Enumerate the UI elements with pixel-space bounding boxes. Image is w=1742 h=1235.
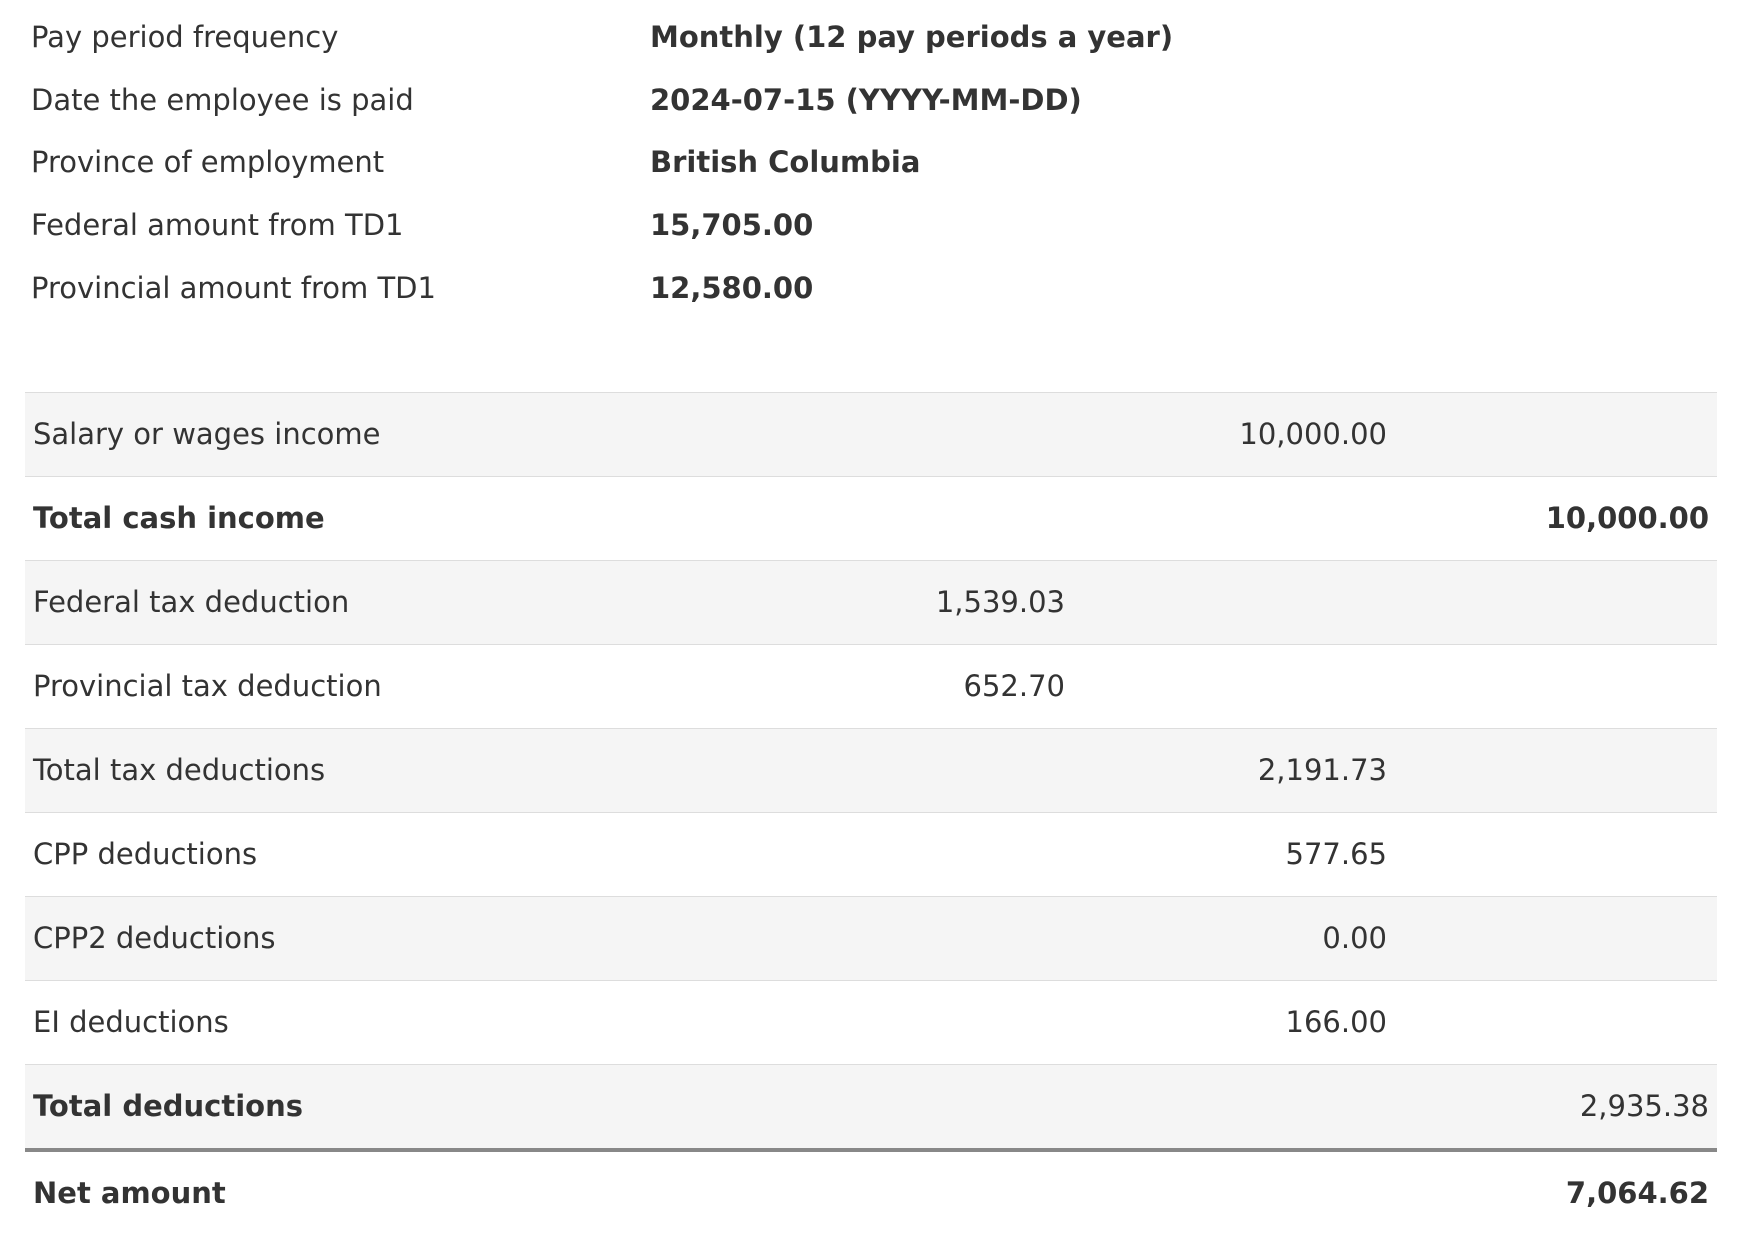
row-total-value	[1395, 643, 1717, 729]
row-itemized-value	[751, 727, 1073, 813]
info-row-province: Province of employment British Columbia	[31, 131, 1742, 194]
row-total-value	[1395, 559, 1717, 645]
row-federal-tax-deduction: Federal tax deduction 1,539.03	[25, 559, 1717, 645]
row-provincial-tax-deduction: Provincial tax deduction 652.70	[25, 643, 1717, 729]
info-value: Monthly (12 pay periods a year)	[650, 20, 1174, 54]
row-subtotal-value: 10,000.00	[1073, 391, 1395, 477]
row-subtotal-value: 166.00	[1073, 979, 1395, 1065]
row-label: Total tax deductions	[25, 727, 751, 813]
info-row-pay-period-frequency: Pay period frequency Monthly (12 pay per…	[31, 6, 1742, 69]
info-label: Date the employee is paid	[31, 82, 414, 117]
info-label: Federal amount from TD1	[31, 208, 404, 243]
row-subtotal-value	[1073, 1147, 1395, 1235]
row-itemized-value	[751, 895, 1073, 981]
payroll-results-screen: { "theme": { "text_color": "#333333", "s…	[0, 6, 1742, 1235]
row-total-value: 10,000.00	[1395, 475, 1717, 561]
info-value: 12,580.00	[650, 270, 814, 305]
info-value: 15,705.00	[650, 208, 814, 243]
row-label: Total cash income	[25, 475, 751, 561]
row-total-value: 7,064.62	[1395, 1147, 1717, 1235]
row-subtotal-value	[1073, 475, 1395, 561]
row-total-tax-deductions: Total tax deductions 2,191.73	[25, 727, 1717, 813]
row-total-deductions: Total deductions 2,935.38	[25, 1063, 1717, 1150]
row-total-value	[1395, 727, 1717, 813]
row-label: Total deductions	[25, 1063, 751, 1150]
row-subtotal-value	[1073, 559, 1395, 645]
row-itemized-value: 652.70	[751, 643, 1073, 729]
row-subtotal-value: 0.00	[1073, 895, 1395, 981]
info-row-federal-td1: Federal amount from TD1 15,705.00	[31, 194, 1742, 257]
row-itemized-value	[751, 391, 1073, 477]
row-total-value	[1395, 979, 1717, 1065]
row-cpp2-deductions: CPP2 deductions 0.00	[25, 895, 1717, 981]
row-total-cash-income: Total cash income 10,000.00	[25, 475, 1717, 561]
row-ei-deductions: EI deductions 166.00	[25, 979, 1717, 1065]
row-itemized-value	[751, 1063, 1073, 1150]
row-label: Salary or wages income	[25, 391, 751, 477]
row-itemized-value	[751, 979, 1073, 1065]
row-net-amount: Net amount 7,064.62	[25, 1147, 1717, 1235]
row-cpp-deductions: CPP deductions 577.65	[25, 811, 1717, 897]
row-subtotal-value: 2,191.73	[1073, 727, 1395, 813]
info-label: Province of employment	[31, 145, 385, 180]
calculation-inputs-list: Pay period frequency Monthly (12 pay per…	[31, 6, 1742, 320]
row-total-value	[1395, 391, 1717, 477]
payroll-deductions-results: Pay period frequency Monthly (12 pay per…	[0, 6, 1742, 1235]
info-value: British Columbia	[650, 145, 921, 180]
row-itemized-value: 1,539.03	[751, 559, 1073, 645]
info-value: 2024-07-15 (YYYY-MM-DD)	[650, 82, 1082, 117]
row-label: Federal tax deduction	[25, 559, 751, 645]
row-label: Provincial tax deduction	[25, 643, 751, 729]
row-itemized-value	[751, 475, 1073, 561]
info-row-provincial-td1: Provincial amount from TD1 12,580.00	[31, 257, 1742, 320]
row-subtotal-value	[1073, 643, 1395, 729]
row-label: CPP deductions	[25, 811, 751, 897]
info-label: Pay period frequency	[31, 20, 339, 54]
row-salary-or-wages-income: Salary or wages income 10,000.00	[25, 391, 1717, 477]
row-total-value	[1395, 811, 1717, 897]
info-label: Provincial amount from TD1	[31, 270, 436, 305]
row-itemized-value	[751, 1147, 1073, 1235]
row-itemized-value	[751, 811, 1073, 897]
row-total-value: 2,935.38	[1395, 1063, 1717, 1150]
row-total-value	[1395, 895, 1717, 981]
row-label: EI deductions	[25, 979, 751, 1065]
row-label: CPP2 deductions	[25, 895, 751, 981]
row-label: Net amount	[25, 1147, 751, 1235]
results-table: Salary or wages income 10,000.00 Total c…	[25, 391, 1717, 1235]
row-subtotal-value: 577.65	[1073, 811, 1395, 897]
row-subtotal-value	[1073, 1063, 1395, 1150]
info-row-date-paid: Date the employee is paid 2024-07-15 (YY…	[31, 69, 1742, 132]
